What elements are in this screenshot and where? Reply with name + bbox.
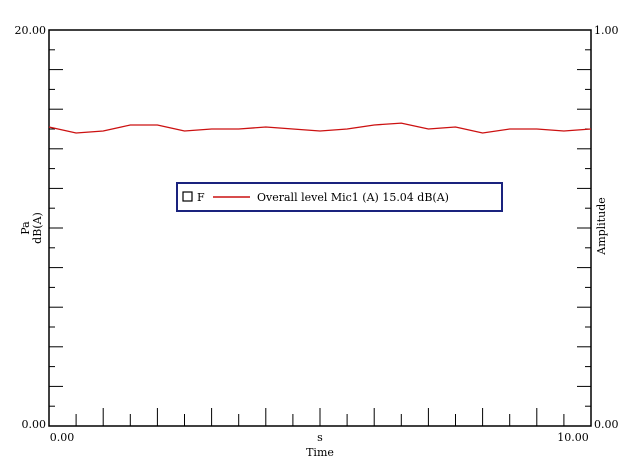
y-right-tick-label-top: 1.00 [594,24,619,37]
y-right-axis-title: Amplitude [595,197,608,256]
series-line-overall-level [48,122,592,134]
x-tick-label-start: 0.00 [50,431,75,444]
legend-series-label: Overall level Mic1 (A) 15.04 dB(A) [257,191,449,204]
legend-marker-label: F [197,191,205,204]
x-tick-label-end: 10.00 [557,431,589,444]
plot-frame [48,29,592,427]
x-unit-label: s [317,431,323,444]
y-right-axis-ticks [577,49,591,407]
y-right-tick-label-bottom: 0.00 [594,418,619,431]
y-left-axis-ticks [49,49,63,407]
legend-marker-box [182,191,193,202]
y-left-tick-label-top: 20.00 [15,24,47,37]
y-left-axis-title-db: dB(A) [31,212,44,244]
y-left-axis-title-unit: Pa [19,221,32,235]
legend: F Overall level Mic1 (A) 15.04 dB(A) [176,182,503,212]
x-axis-title: Time [306,446,334,459]
y-left-tick-label-bottom: 0.00 [22,418,47,431]
x-axis-ticks [75,408,565,426]
